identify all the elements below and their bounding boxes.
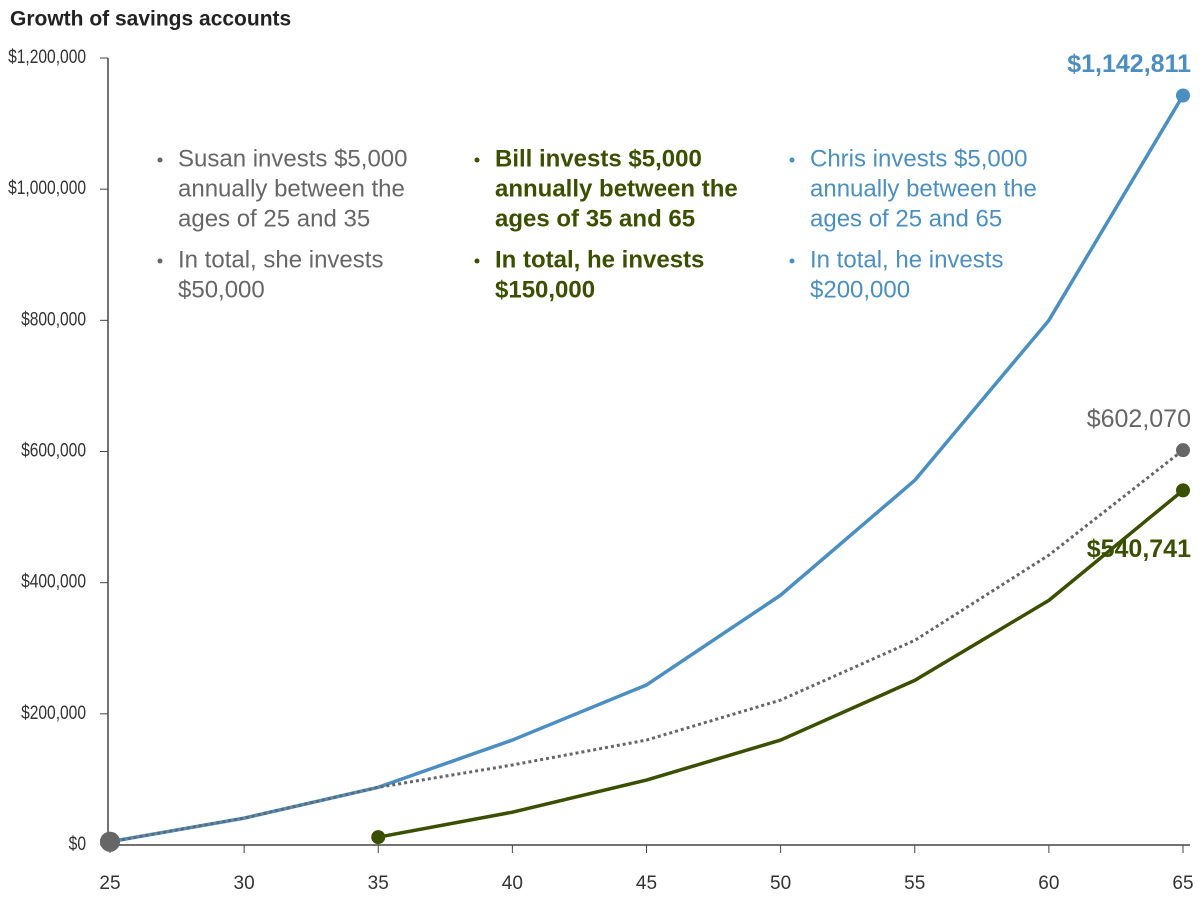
x-tick-label: 65: [1172, 873, 1193, 894]
annotation-text: annually between the: [810, 175, 1037, 202]
x-tick-label: 40: [502, 873, 523, 894]
x-tick-label: 25: [99, 873, 120, 894]
annotation-text: ages of 25 and 35: [178, 205, 370, 232]
annotation-text: In total, he invests: [495, 246, 704, 273]
value-label: $1,142,811: [1067, 50, 1191, 78]
series-line: [109, 448, 1184, 844]
x-tick-label: 60: [1038, 873, 1059, 894]
point-marker: [100, 831, 120, 852]
y-tick-label: $200,000: [21, 701, 86, 723]
bullet: [157, 157, 163, 163]
annotation-text: Susan invests $5,000: [178, 145, 408, 172]
value-label: $540,741: [1087, 535, 1191, 563]
point-marker: [1176, 443, 1190, 458]
x-tick-label: 35: [368, 873, 389, 894]
point-marker: [1176, 88, 1190, 103]
value-label: $602,070: [1087, 405, 1191, 433]
y-tick-label: $400,000: [21, 570, 86, 592]
annotation-text: In total, she invests: [178, 246, 383, 273]
annotation-text: $150,000: [495, 276, 595, 303]
bullet: [789, 157, 795, 163]
series-line: [377, 489, 1185, 839]
y-tick-label: $1,000,000: [8, 177, 86, 199]
y-tick-label: $800,000: [21, 308, 86, 330]
annotation-text: In total, he invests: [810, 246, 1003, 273]
bullet: [474, 157, 480, 163]
point-marker: [371, 830, 386, 845]
x-tick-label: 45: [636, 873, 657, 894]
x-tick-label: 55: [904, 873, 925, 894]
chart-title: Growth of savings accounts: [10, 8, 291, 31]
annotation-text: $200,000: [810, 276, 910, 303]
annotation-text: ages of 35 and 65: [495, 205, 695, 232]
annotation-text: $50,000: [178, 276, 265, 303]
point-marker: [1176, 483, 1190, 498]
annotation-text: Bill invests $5,000: [495, 145, 702, 172]
y-tick-label: $0: [69, 833, 86, 855]
annotation-text: annually between the: [495, 175, 738, 202]
bullet: [157, 258, 163, 264]
annotation-text: annually between the: [178, 175, 405, 202]
y-tick-label: $1,200,000: [8, 46, 86, 68]
bullet: [474, 258, 480, 264]
y-tick-label: $600,000: [21, 439, 86, 461]
x-tick-label: 50: [770, 873, 791, 894]
annotation-text: Chris invests $5,000: [810, 145, 1027, 172]
x-tick-label: 30: [234, 873, 255, 894]
annotation-text: ages of 25 and 65: [810, 205, 1002, 232]
bullet: [789, 258, 795, 264]
